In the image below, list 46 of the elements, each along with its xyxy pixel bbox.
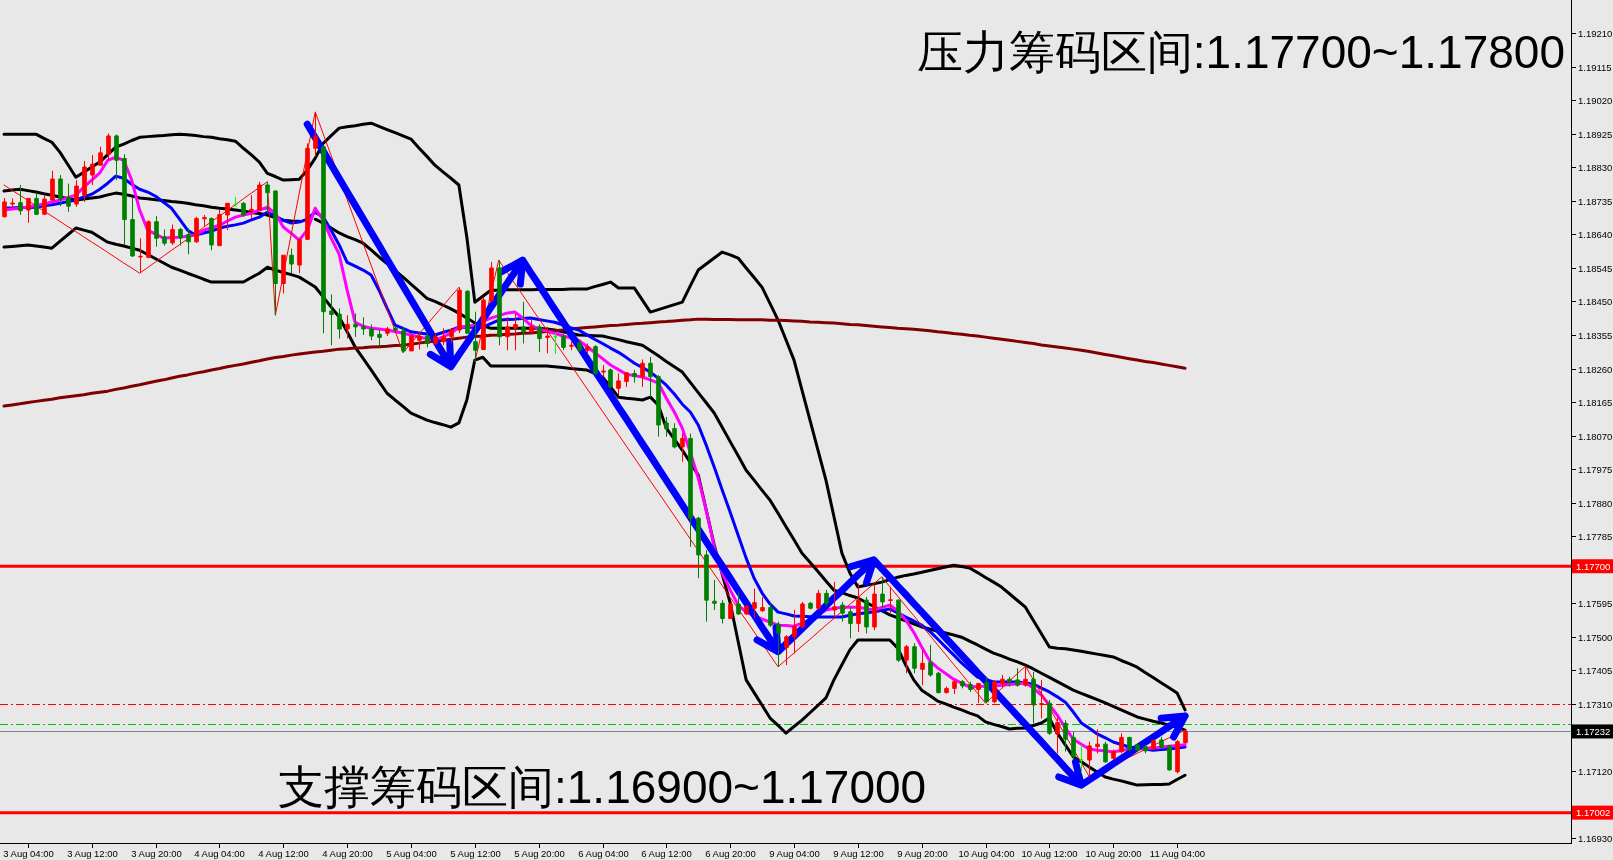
x-tick-label: 5 Aug 20:00 — [514, 848, 565, 859]
y-tick-label: 1.17595 — [1578, 598, 1613, 609]
ref-line-label: 1.17700 — [1576, 560, 1611, 572]
y-tick-label: 1.18925 — [1578, 129, 1613, 140]
y-tick-label: 1.17880 — [1578, 498, 1613, 509]
x-tick-label: 3 Aug 20:00 — [131, 848, 182, 859]
y-tick-label: 1.18640 — [1578, 229, 1613, 240]
x-tick-label: 6 Aug 04:00 — [578, 848, 629, 859]
x-tick-label: 9 Aug 04:00 — [769, 848, 820, 859]
x-tick-label: 3 Aug 04:00 — [3, 848, 54, 859]
x-tick-label: 10 Aug 04:00 — [958, 848, 1015, 859]
y-tick-label: 1.18450 — [1578, 296, 1613, 307]
y-tick-label: 1.17500 — [1578, 632, 1613, 643]
y-tick-label: 1.19115 — [1578, 62, 1612, 73]
x-tick-label: 4 Aug 20:00 — [322, 848, 373, 859]
x-tick-label: 10 Aug 12:00 — [1021, 848, 1078, 859]
x-tick-label: 4 Aug 04:00 — [194, 848, 245, 859]
x-tick-label: 3 Aug 12:00 — [67, 848, 118, 859]
y-tick-label: 1.18830 — [1578, 162, 1613, 173]
x-tick-label: 9 Aug 20:00 — [897, 848, 948, 859]
y-tick-label: 1.17785 — [1578, 531, 1613, 542]
y-tick-label: 1.18355 — [1578, 330, 1613, 341]
x-tick-label: 9 Aug 12:00 — [833, 848, 884, 859]
y-tick-label: 1.18735 — [1578, 196, 1613, 207]
x-tick-label: 11 Aug 04:00 — [1149, 848, 1206, 859]
y-tick-label: 1.17310 — [1578, 699, 1613, 710]
y-tick-label: 1.18165 — [1578, 397, 1613, 408]
x-tick-label: 10 Aug 20:00 — [1085, 848, 1142, 859]
annotation: 支撑筹码区间:1.16900~1.17000 — [278, 761, 927, 813]
y-tick-label: 1.18260 — [1578, 364, 1613, 375]
y-tick-label: 1.17120 — [1578, 766, 1613, 777]
annotation: 压力筹码区间:1.17700~1.17800 — [916, 26, 1565, 78]
y-tick-label: 1.19210 — [1578, 28, 1613, 39]
y-tick-label: 1.19020 — [1578, 95, 1613, 106]
y-tick-label: 1.16930 — [1578, 833, 1613, 844]
x-tick-label: 6 Aug 20:00 — [705, 848, 756, 859]
y-tick-label: 1.17405 — [1578, 665, 1613, 676]
x-tick-label: 4 Aug 12:00 — [258, 848, 309, 859]
y-tick-label: 1.18070 — [1578, 431, 1613, 442]
ref-line-label: 1.17002 — [1576, 807, 1611, 819]
y-tick-label: 1.18545 — [1578, 263, 1613, 274]
x-tick-label: 6 Aug 12:00 — [641, 848, 692, 859]
x-tick-label: 5 Aug 12:00 — [450, 848, 501, 859]
x-tick-label: 5 Aug 04:00 — [386, 848, 437, 859]
ref-line-label: 1.17232 — [1576, 725, 1611, 737]
y-tick-label: 1.17975 — [1578, 464, 1613, 475]
